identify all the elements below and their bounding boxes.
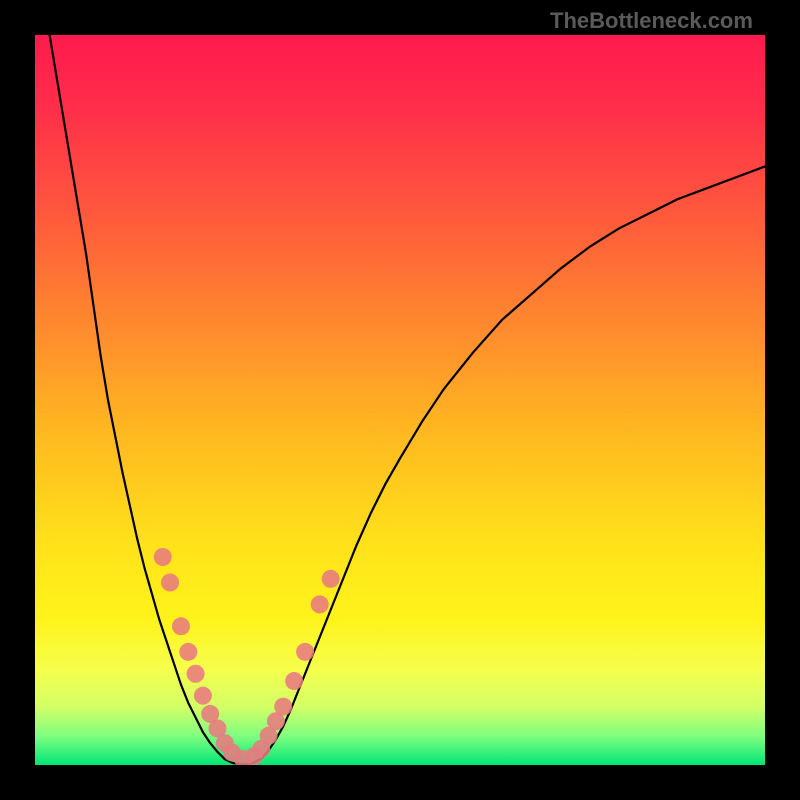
data-marker: [274, 698, 292, 716]
data-marker: [285, 672, 303, 690]
plot-area: [35, 35, 765, 765]
gradient-background: [35, 35, 765, 765]
chart-container: TheBottleneck.com: [0, 0, 800, 800]
data-marker: [179, 643, 197, 661]
data-marker: [311, 595, 329, 613]
data-marker: [187, 665, 205, 683]
data-marker: [172, 617, 190, 635]
data-marker: [296, 643, 314, 661]
data-marker: [322, 570, 340, 588]
data-marker: [154, 548, 172, 566]
data-marker: [161, 574, 179, 592]
chart-svg: [35, 35, 765, 765]
watermark-text: TheBottleneck.com: [550, 8, 753, 34]
data-marker: [194, 687, 212, 705]
